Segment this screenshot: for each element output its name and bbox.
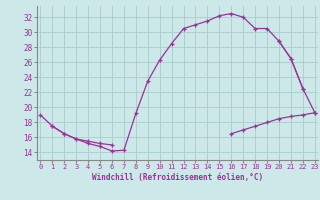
- X-axis label: Windchill (Refroidissement éolien,°C): Windchill (Refroidissement éolien,°C): [92, 173, 263, 182]
